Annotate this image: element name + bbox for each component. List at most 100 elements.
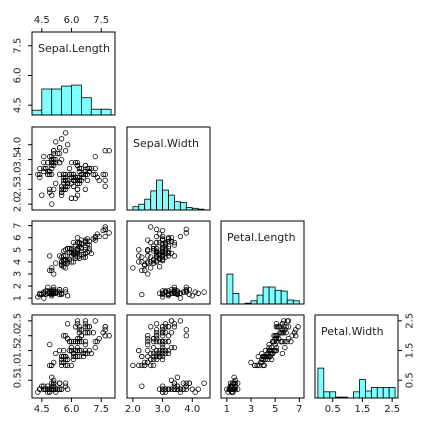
data-point (53, 159, 59, 166)
data-point (49, 201, 55, 207)
data-point (76, 165, 83, 172)
data-point (106, 333, 112, 339)
tick-label: 7.5 (93, 15, 109, 26)
data-point (232, 377, 238, 383)
data-point (284, 338, 290, 345)
data-point (41, 386, 47, 392)
histogram-bar (274, 289, 282, 305)
data-point (49, 386, 55, 392)
data-point (268, 356, 275, 363)
data-point (68, 171, 75, 178)
data-point (82, 347, 89, 354)
data-point (68, 338, 75, 345)
data-point (165, 347, 172, 354)
histogram-bar (150, 190, 157, 211)
panel-frame (31, 220, 116, 305)
data-point (45, 290, 51, 296)
data-point (168, 250, 175, 257)
data-point (150, 256, 157, 263)
data-point (58, 359, 65, 366)
data-point (66, 171, 73, 178)
data-point (272, 341, 278, 348)
data-point (74, 347, 81, 354)
data-point (153, 353, 160, 360)
data-point (49, 159, 55, 166)
data-point (183, 380, 189, 386)
data-point (183, 383, 189, 389)
data-point (153, 336, 160, 342)
data-point (41, 159, 47, 166)
panel-frame (31, 126, 116, 211)
data-point (148, 356, 154, 363)
data-point (159, 356, 166, 363)
data-point (148, 254, 154, 260)
scatter-panel-petal-width-vs-sepal-width (126, 314, 211, 399)
panel-frame (314, 314, 399, 399)
data-point (153, 258, 160, 264)
data-point (274, 333, 281, 339)
data-point (159, 344, 166, 351)
data-point (145, 259, 151, 265)
data-point (156, 264, 163, 270)
data-point (282, 338, 288, 345)
data-point (159, 341, 166, 348)
variable-label: Petal.Length (227, 231, 296, 244)
data-point (159, 290, 166, 296)
data-point (82, 350, 89, 357)
tick-label: 6.0 (13, 68, 24, 84)
data-point (62, 171, 69, 178)
scatter-panel-petal-width-vs-sepal-length (31, 314, 116, 399)
tick-label: 1 (224, 404, 230, 415)
data-point (162, 347, 169, 354)
data-point (279, 330, 286, 336)
data-point (159, 350, 166, 357)
data-point (150, 356, 157, 363)
data-point (262, 356, 269, 363)
data-point (68, 362, 75, 369)
data-point (102, 183, 108, 189)
data-point (162, 321, 169, 327)
data-point (70, 338, 77, 345)
data-point (162, 330, 169, 336)
data-point (145, 333, 151, 339)
data-point (35, 171, 41, 178)
data-point (159, 383, 166, 389)
data-point (136, 362, 142, 369)
data-point (183, 284, 189, 290)
data-point (70, 350, 77, 357)
data-point (92, 237, 98, 243)
data-point (58, 291, 65, 298)
data-point (264, 353, 270, 360)
data-point (64, 321, 71, 327)
axis-sepal-width: 2.0 3.0 4.0 (125, 398, 200, 415)
data-point (82, 324, 89, 330)
data-point (156, 350, 163, 357)
data-point (66, 165, 73, 172)
histogram-bar (268, 286, 276, 305)
data-point (153, 330, 160, 336)
variable-label: Sepal.Width (133, 137, 199, 150)
histogram-bar (31, 109, 43, 116)
panel-frame (126, 126, 211, 211)
panel-frame (126, 220, 211, 305)
data-point (168, 290, 175, 296)
data-point (145, 237, 151, 243)
histogram-bar (138, 203, 146, 211)
data-point (102, 171, 108, 178)
data-point (148, 239, 154, 246)
data-point (86, 242, 92, 248)
panel-frame (220, 314, 305, 399)
data-point (165, 324, 172, 330)
data-point (86, 165, 92, 172)
data-point (174, 288, 181, 294)
data-point (76, 177, 83, 184)
axis-petal-width: 0.51.01.52.02.5 (13, 313, 32, 388)
axis-sepal-width: 2.02.53.03.54.0 (13, 137, 32, 212)
data-point (90, 330, 96, 336)
data-point (229, 386, 235, 392)
scatter-panel-petal-width-vs-petal-length (220, 314, 305, 399)
data-point (293, 333, 299, 339)
tick-label: 2 (13, 283, 24, 289)
data-point (84, 324, 91, 330)
